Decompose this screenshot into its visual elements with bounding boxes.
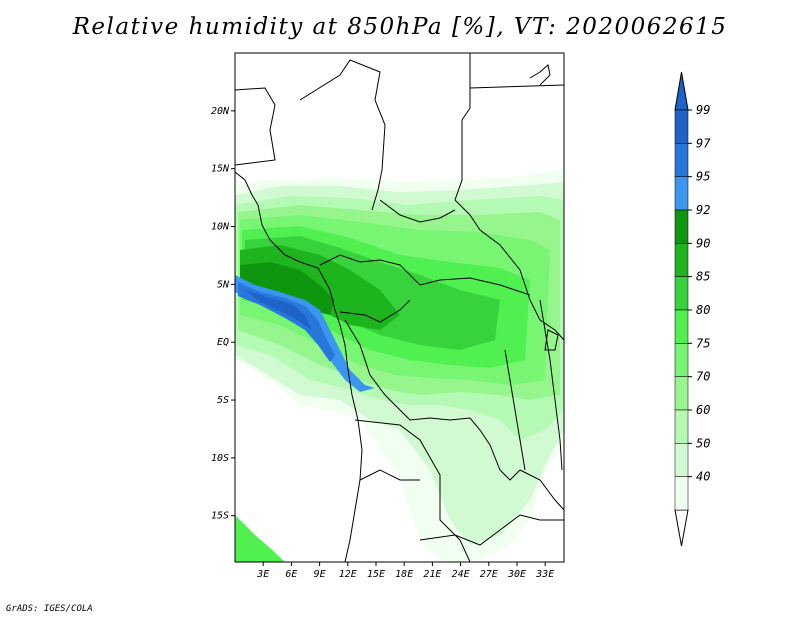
lat-tick-label: 10N (211, 222, 230, 233)
lon-tick-label: 15E (367, 569, 385, 580)
latitude-ticks: 20N 15N 10N 5N EQ 5S 10S 15S (211, 106, 235, 522)
rh-99-area (245, 290, 312, 330)
colorbar-segment (674, 376, 689, 411)
lon-tick-label: 18E (395, 569, 413, 580)
lon-tick-label: 6E (285, 569, 297, 580)
lat-tick-label: 10S (211, 453, 229, 464)
map-frame (234, 52, 565, 563)
border-central-3 (339, 299, 411, 323)
border-east-3 (529, 299, 564, 341)
lon-tick-label: 12E (339, 569, 357, 580)
border-north-2 (299, 59, 386, 211)
border-central-1 (379, 199, 456, 223)
border-congo (344, 319, 521, 481)
lon-tick-label: 21E (423, 569, 441, 580)
colorbar-over-triangle (674, 71, 689, 111)
colorbar-label: 99 (696, 103, 710, 117)
lat-tick-label: 5N (217, 279, 230, 290)
colorbar-segment (674, 443, 689, 477)
rh-92-area (240, 262, 335, 315)
colorbar-label: 40 (696, 470, 710, 484)
colorbar-segment (674, 109, 689, 144)
map-title: Relative humidity at 850hPa [%], VT: 202… (72, 14, 728, 40)
lat-tick-label: 5S (217, 395, 229, 406)
border-east-1 (454, 53, 531, 301)
colorbar-under-triangle (674, 509, 689, 547)
border-east-2 (469, 84, 564, 89)
border-central-2 (319, 254, 531, 296)
lon-tick-label: 9E (314, 569, 326, 580)
lon-tick-label: 30E (507, 569, 526, 580)
colorbar: 99 97 95 92 90 85 80 75 70 60 50 40 (674, 71, 711, 547)
border-sw (359, 469, 420, 481)
colorbar-segment (674, 276, 689, 311)
colorbar-label: 92 (696, 203, 710, 217)
red-sea-coast (529, 64, 551, 86)
colorbar-segment (674, 409, 689, 444)
longitude-ticks: 3E 6E 9E 12E 15E 18E 21E 24E 27E 30E 33E (256, 562, 554, 580)
lat-tick-label: 15N (211, 164, 230, 175)
colorbar-label: 80 (696, 303, 710, 317)
border-angola (354, 419, 471, 562)
rh-sw-corner-area (235, 515, 285, 562)
lon-tick-label: 33E (535, 569, 554, 580)
border-north-1 (235, 87, 276, 166)
colorbar-label: 85 (696, 270, 710, 284)
credit-label: GrADS: IGES/COLA (6, 604, 93, 614)
lakes-east (504, 299, 563, 471)
colorbar-segment (674, 243, 689, 277)
lat-tick-label: 20N (211, 106, 230, 117)
humidity-field (235, 170, 564, 562)
colorbar-label: 75 (696, 336, 710, 350)
colorbar-segment (674, 209, 689, 244)
colorbar-label: 50 (696, 436, 710, 450)
colorbar-segment (674, 143, 689, 177)
border-south (419, 514, 564, 546)
coastline-west (235, 171, 363, 562)
colorbar-segment (674, 176, 689, 211)
lat-tick-label: EQ (217, 337, 229, 348)
lon-tick-label: 27E (480, 569, 498, 580)
colorbar-segment (674, 309, 689, 344)
colorbar-label: 70 (696, 370, 710, 384)
border-tanzania (519, 469, 564, 511)
borders (235, 53, 564, 562)
lon-tick-label: 3E (256, 569, 269, 580)
colorbar-label: 60 (696, 403, 710, 417)
colorbar-label: 90 (696, 236, 710, 250)
colorbar-label: 97 (696, 136, 711, 150)
colorbar-segment (674, 343, 689, 377)
lat-tick-label: 15S (211, 511, 229, 522)
colorbar-segment (674, 476, 689, 511)
lon-tick-label: 24E (452, 569, 470, 580)
colorbar-label: 95 (696, 170, 710, 184)
